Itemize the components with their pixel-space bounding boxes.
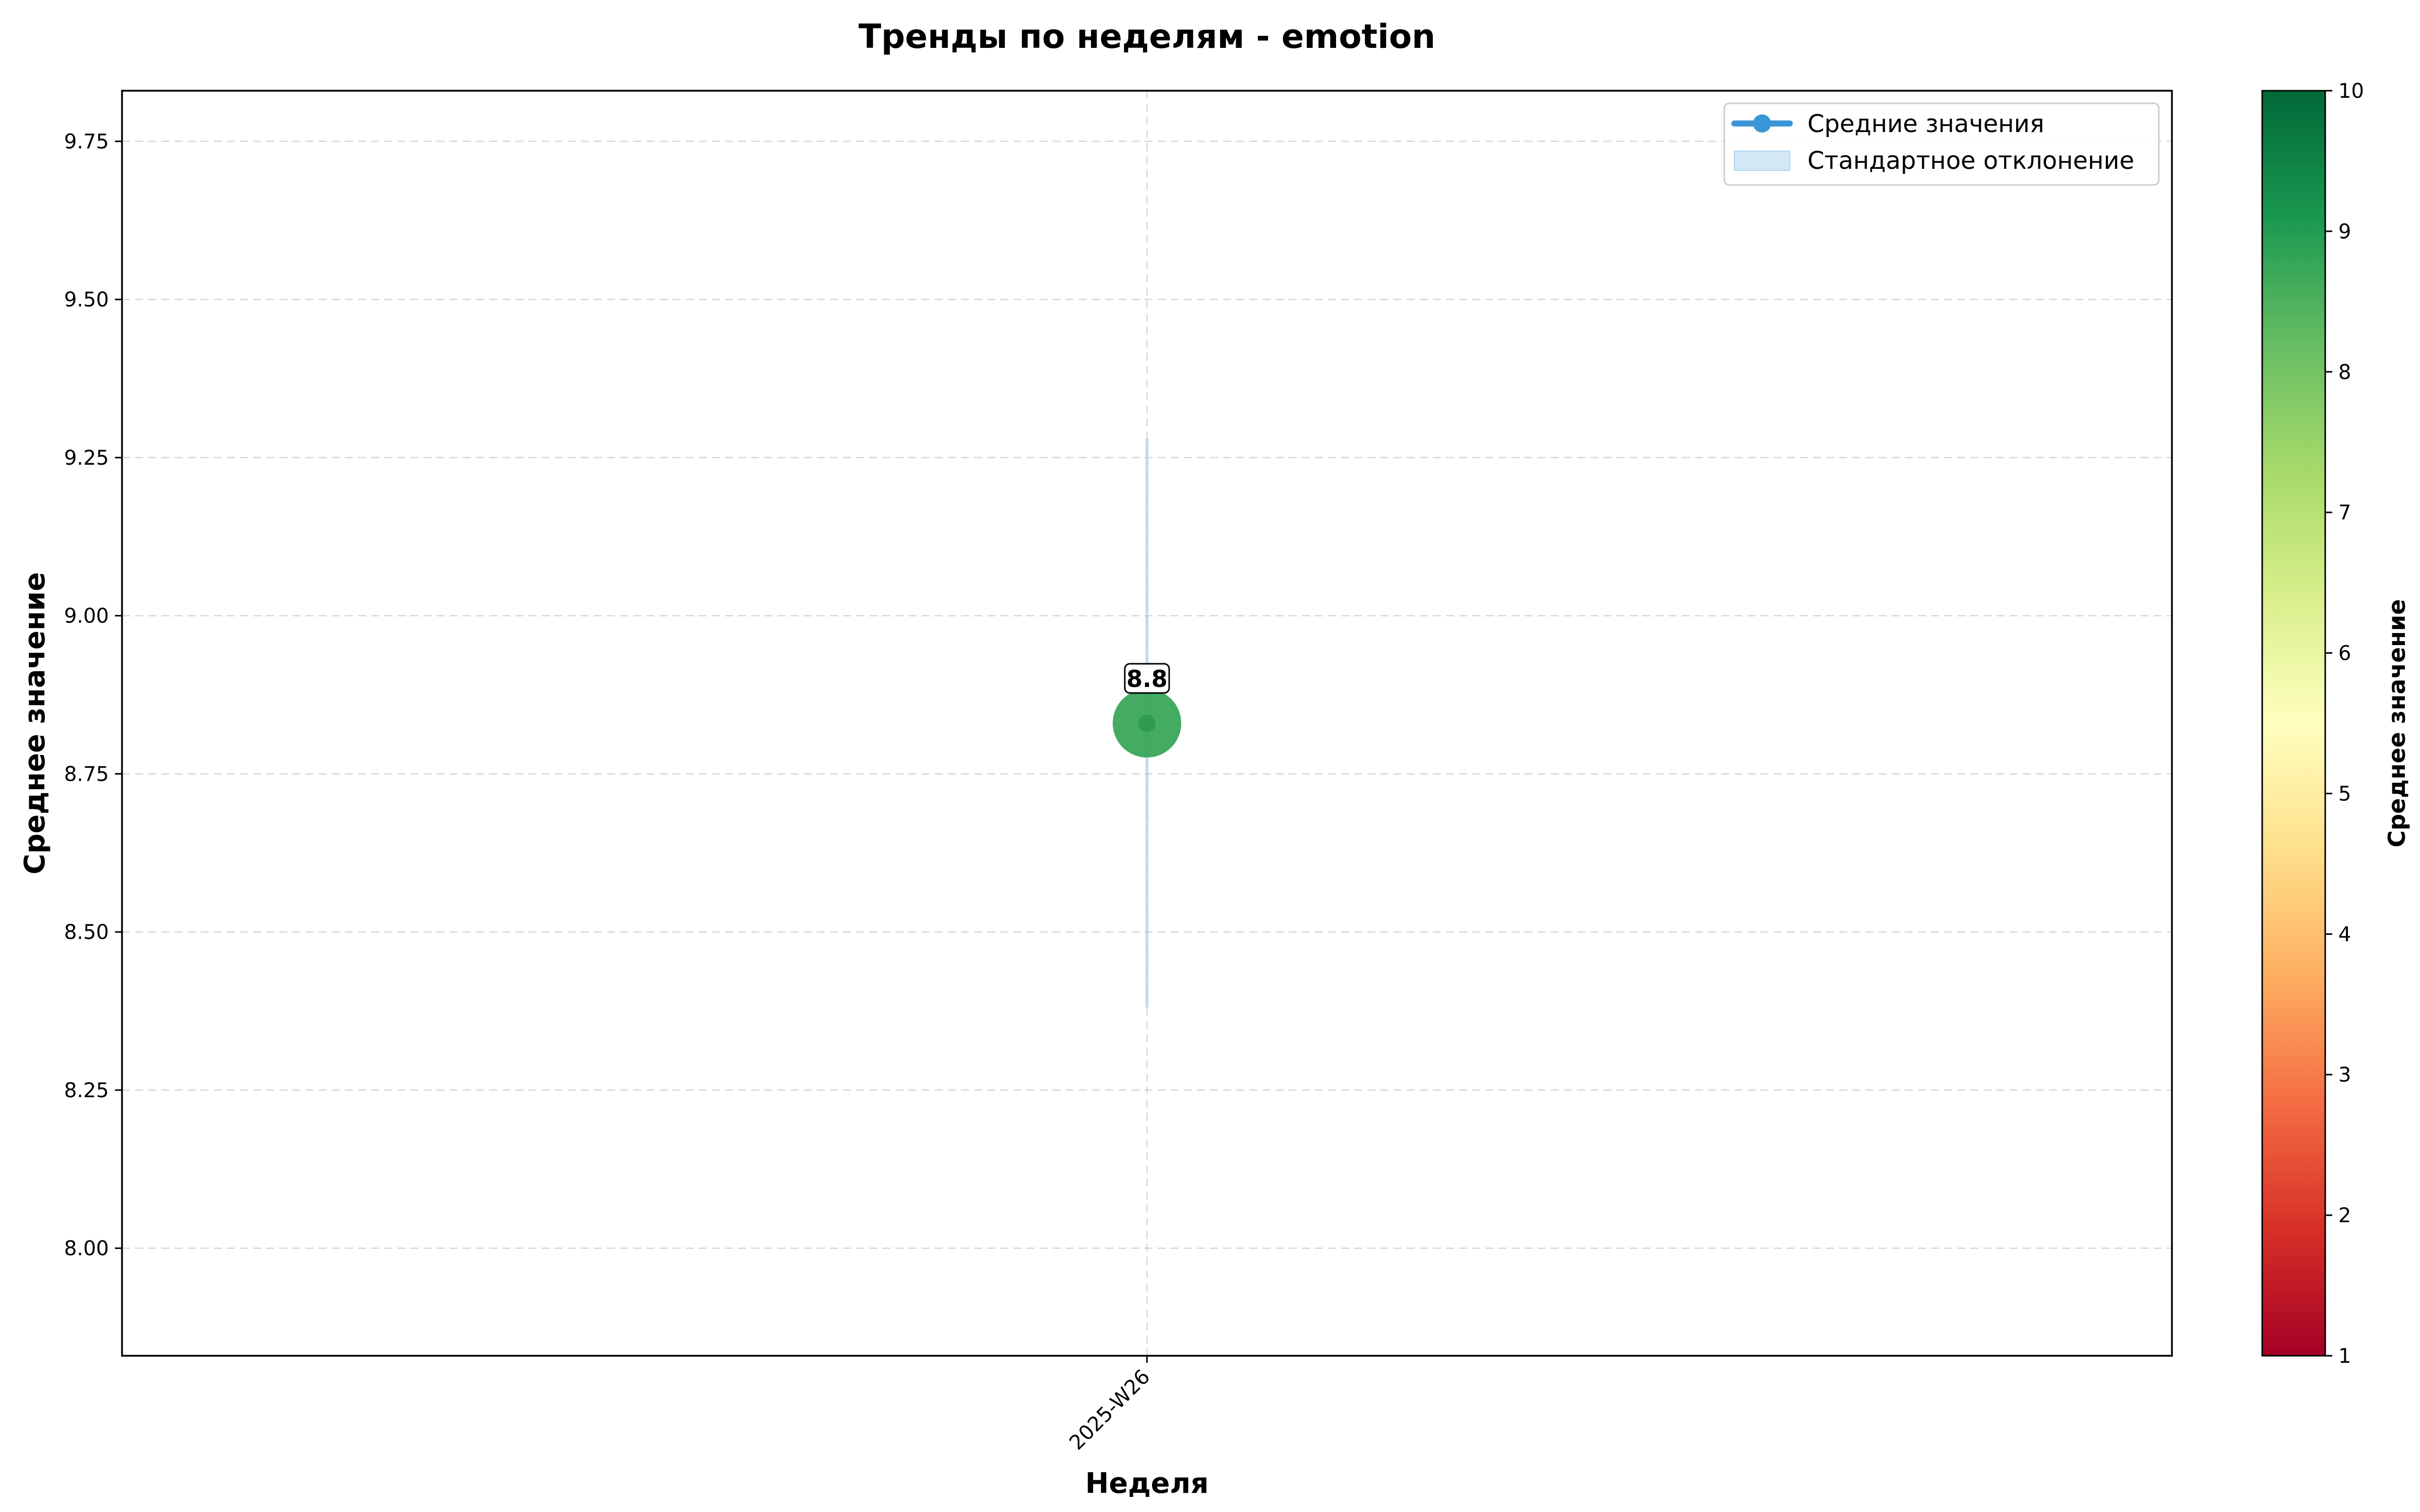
legend-point-marker [1753,114,1771,133]
colorbar-gradient [2261,90,2326,1357]
colorbar-tick-label: 9 [2338,220,2351,243]
colorbar-tick-label: 5 [2338,782,2351,805]
x-axis-label: Неделя [1085,1467,1208,1500]
y-tick-label: 8.00 [64,1237,109,1261]
legend-box [1723,102,2160,186]
colorbar-tick-label: 8 [2338,361,2351,384]
colorbar-tick-label: 4 [2338,923,2351,946]
data-label-box [1124,663,1170,694]
colorbar: 1 2 3 4 5 6 7 8 9 10 Среднее значение [2261,80,2410,1368]
colorbar-tick-label: 1 [2338,1345,2351,1368]
y-tick-label: 9.25 [64,447,109,470]
x-tick-label: 2025-W26 [1065,1365,1155,1455]
y-tick-label: 9.75 [64,130,109,153]
data-point-marker [1138,715,1156,732]
y-axis-label: Среднее значение [19,572,51,874]
y-tick-label: 8.25 [64,1079,109,1102]
y-tick-label: 8.50 [64,921,109,944]
colorbar-tick-label: 2 [2338,1204,2351,1227]
x-axis-ticks: 2025-W26 [1065,1356,1155,1455]
colorbar-label: Среднее значение [2383,599,2410,848]
y-axis-ticks: 8.00 8.25 8.50 8.75 9.00 9.25 9.50 9.75 [64,130,122,1261]
legend-label-std: Стандартное отклонение [1807,147,2134,175]
y-tick-label: 9.00 [64,605,109,628]
colorbar-tick-label: 7 [2338,501,2351,525]
legend-band-swatch [1734,151,1790,171]
chart-title: Тренды по неделям - emotion [859,17,1435,56]
y-tick-label: 9.50 [64,288,109,311]
data-marks: 8.8 [1113,663,1181,758]
legend: Средние значения Стандартное отклонение [1723,102,2160,186]
colorbar-ticks: 1 2 3 4 5 6 7 8 9 10 [2325,80,2364,1368]
colorbar-tick-label: 6 [2338,642,2351,665]
legend-label-mean: Средние значения [1807,110,2044,138]
data-label: 8.8 [1126,665,1168,692]
colorbar-tick-label: 10 [2338,80,2364,103]
y-tick-label: 8.75 [64,763,109,786]
colorbar-tick-label: 3 [2338,1063,2351,1087]
